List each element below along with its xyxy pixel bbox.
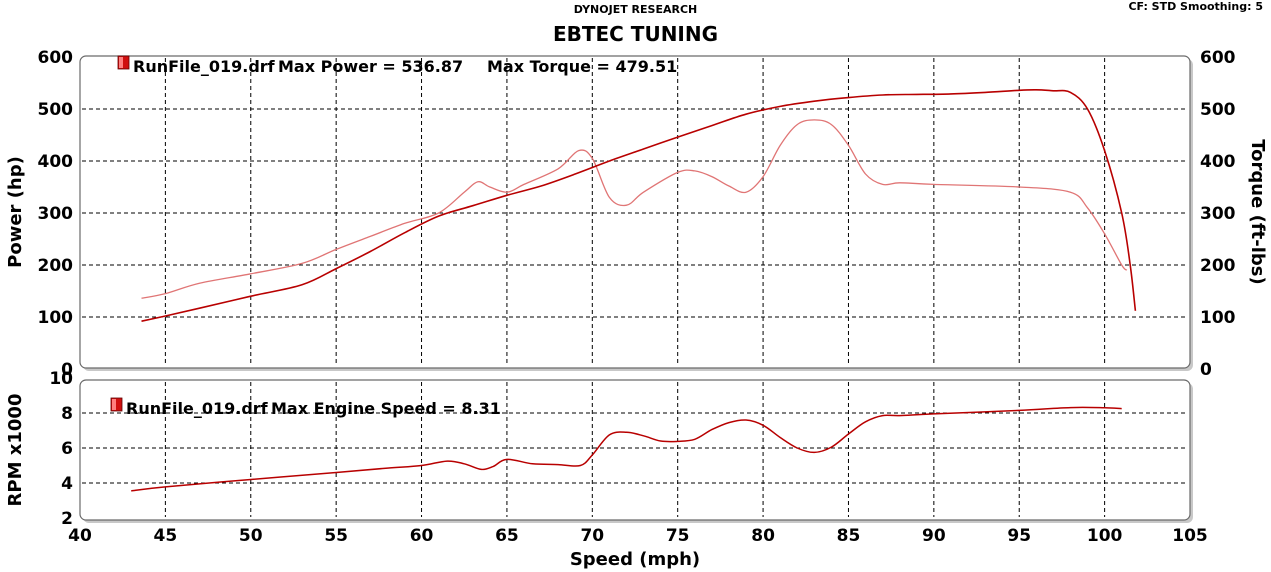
x-tick-label: 70 [580,526,604,546]
chart-title: EBTEC TUNING [552,22,719,46]
power-torque-lines [141,88,1137,322]
engine-speed-line [131,406,1122,492]
x-tick-label: 65 [495,526,519,546]
x-tick-label: 50 [239,526,263,546]
correction-settings: CF: STD Smoothing: 5 [1128,0,1263,13]
x-tick-label: 90 [922,526,946,546]
x-axis-title: Speed (mph) [570,549,700,570]
rpm-tick-label: 2 [61,509,73,529]
legend-max-power: Max Power = 536.87 [278,57,463,76]
y-axis-title-power: Power (hp) [5,156,26,268]
torque-tick-label: 600 [1200,48,1236,68]
x-tick-label: 85 [837,526,861,546]
x-tick-label: 100 [1087,526,1123,546]
rpm-tick-label: 4 [61,474,73,494]
rpm-tick-label: 6 [61,439,73,459]
power-legend-swatch [117,55,130,70]
power-legend-swatch-hilite [119,57,123,68]
rpm-grid [82,382,1188,517]
rpm-legend-swatch-hilite [112,399,116,410]
legend-max-engine-speed: Max Engine Speed = 8.31 [271,399,501,418]
x-tick-label: 95 [1007,526,1031,546]
power-tick-label: 500 [38,100,74,120]
rpm-tick-label: 10 [49,369,73,389]
power-panel [79,55,1191,369]
rpm-tick-label: 8 [61,404,73,424]
power-tick-label: 200 [38,256,74,276]
power-tick-label: 100 [38,308,74,328]
y-axis-title-torque: Torque (ft-lbs) [1247,139,1268,284]
torque-tick-label: 0 [1200,360,1212,380]
power-tick-label: 600 [38,48,74,68]
rpm-legend-swatch [110,397,123,412]
legend-max-torque: Max Torque = 479.51 [487,57,677,76]
legend-rpm-run-file: RunFile_019.drf [126,399,269,418]
torque-tick-label: 400 [1200,152,1236,172]
x-tick-label: 45 [154,526,178,546]
power-tick-label: 400 [38,152,74,172]
torque-tick-label: 100 [1200,308,1236,328]
torque-tick-label: 200 [1200,256,1236,276]
x-tick-label: 105 [1172,526,1208,546]
power-line [141,88,1137,322]
y-axis-title-rpm: RPM x1000 [5,394,26,507]
legend-run-file: RunFile_019.drf [133,57,276,76]
x-tick-label: 75 [666,526,690,546]
x-tick-label: 40 [68,526,92,546]
axis-ticks: 40 45 50 55 60 65 70 75 80 85 90 95 100 1050100200300… [38,48,1236,546]
rpm-lines [131,406,1122,492]
chart-subtitle: DYNOJET RESEARCH [573,3,698,16]
x-tick-label: 80 [751,526,775,546]
x-tick-label: 55 [324,526,348,546]
torque-tick-label: 300 [1200,204,1236,224]
torque-tick-label: 500 [1200,100,1236,120]
torque-line [141,119,1128,299]
power-tick-label: 0 [61,360,73,380]
x-tick-label: 60 [410,526,434,546]
power-tick-label: 300 [38,204,74,224]
